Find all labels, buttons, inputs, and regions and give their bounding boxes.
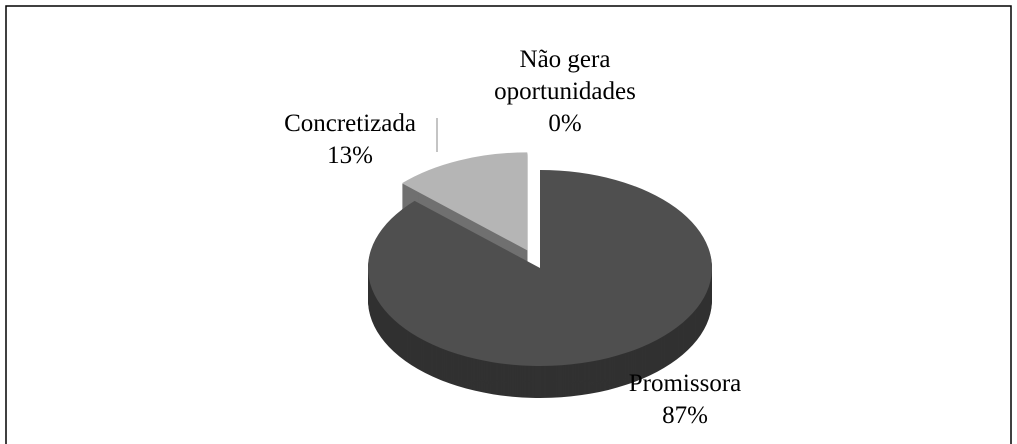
slice <box>368 170 712 366</box>
category-label: Promissora <box>628 370 742 397</box>
value-label: 87% <box>662 402 708 429</box>
value-label: 13% <box>327 142 373 169</box>
pie <box>368 152 712 398</box>
category-label: Não gera oportunidades <box>494 46 636 105</box>
slice <box>401 152 528 251</box>
chart-frame <box>5 5 1012 444</box>
category-label: Concretizada <box>284 110 416 137</box>
data-label: Promissora 87% <box>600 368 770 432</box>
data-label: Concretizada 13% <box>255 108 445 172</box>
data-label: Não gera oportunidades 0% <box>470 44 660 140</box>
value-label: 0% <box>548 110 582 137</box>
